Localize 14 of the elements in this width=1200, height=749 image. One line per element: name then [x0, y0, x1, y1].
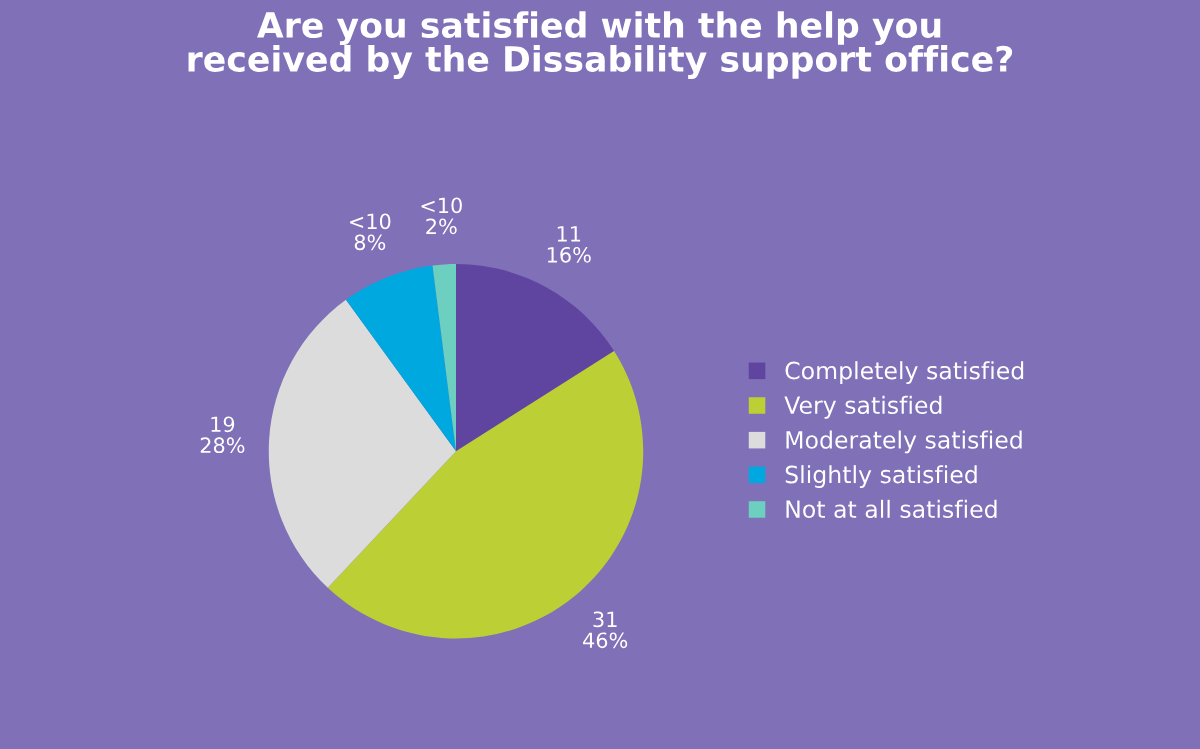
pie-slice [268, 299, 456, 588]
data-label: 11 16% [547, 226, 591, 263]
data-label: <10 2% [421, 197, 462, 235]
legend-label: Moderately satisfied [786, 430, 1022, 454]
data-label: 19 28% [200, 416, 245, 454]
chart-title: Are you satisfied with the help you received by the Dissability support office? [188, 11, 1013, 79]
legend-label: Slightly satisfied [785, 465, 977, 488]
data-label: 31 46% [583, 611, 628, 649]
legend-label: Very satisfied [784, 395, 942, 419]
legend-label: Completely satisfied [785, 361, 1024, 385]
data-label: <10 8% [350, 213, 391, 251]
pie-slice [345, 265, 456, 452]
legend-label: Not at all satisfied [786, 499, 997, 519]
pie-slice [456, 264, 615, 452]
